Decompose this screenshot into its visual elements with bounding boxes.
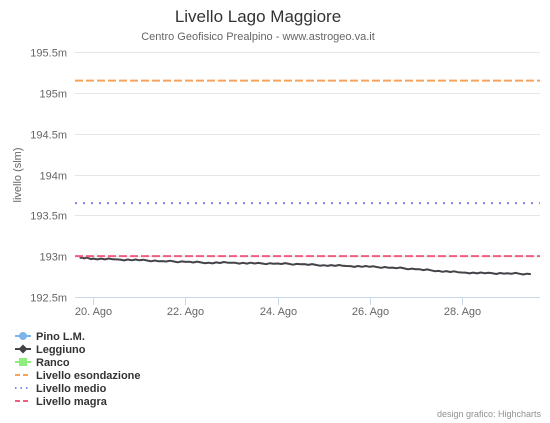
legend-label: Livello medio xyxy=(36,383,107,395)
y-tick-label: 193m xyxy=(39,252,67,264)
x-tick-label: 28. Ago xyxy=(444,306,481,318)
y-tick-label: 194m xyxy=(39,171,67,183)
chart-subtitle: Centro Geofisico Prealpino - www.astroge… xyxy=(141,31,375,43)
legend-item-ranco[interactable]: Ranco xyxy=(15,357,70,369)
y-tick-label: 195m xyxy=(39,89,67,101)
legend-label: Leggiuno xyxy=(36,344,86,356)
legend-item-pino-l-m[interactable]: Pino L.M. xyxy=(15,331,85,343)
y-axis-ticks: 192.5m 193m 193.5m 194m 194.5m 195m 195.5m xyxy=(30,48,67,305)
series-line-leggiuno[interactable] xyxy=(79,256,531,276)
legend-label: Pino L.M. xyxy=(36,331,85,343)
y-tick-label: 195.5m xyxy=(30,48,67,60)
credits[interactable]: design grafico: Highcharts xyxy=(437,409,542,419)
legend-item-leggiuno[interactable]: Leggiuno xyxy=(15,344,86,356)
legend-item-livello-medio[interactable]: Livello medio xyxy=(15,383,107,395)
square-marker-icon xyxy=(19,358,27,366)
y-tick-label: 194.5m xyxy=(30,130,67,142)
y-tick-label: 193.5m xyxy=(30,211,67,223)
x-tick-label: 20. Ago xyxy=(75,306,112,318)
x-tick-label: 26. Ago xyxy=(352,306,389,318)
diamond-marker-icon xyxy=(18,344,28,354)
x-tick-label: 24. Ago xyxy=(260,306,297,318)
plot-series xyxy=(75,79,540,276)
circle-marker-icon xyxy=(19,332,27,340)
chart-title: Livello Lago Maggiore xyxy=(175,7,341,26)
legend-label: Livello magra xyxy=(36,396,108,408)
y-tick-label: 192.5m xyxy=(30,293,67,305)
x-axis-ticks: 20. Ago 22. Ago 24. Ago 26. Ago 28. Ago xyxy=(75,297,481,318)
legend-label: Livello esondazione xyxy=(36,370,141,382)
legend-label: Ranco xyxy=(36,357,70,369)
x-tick-label: 22. Ago xyxy=(167,306,204,318)
y-axis-label: livello (slm) xyxy=(12,148,24,203)
legend-item-livello-magra[interactable]: Livello magra xyxy=(15,396,108,408)
legend-item-livello-esondazione[interactable]: Livello esondazione xyxy=(15,370,141,382)
